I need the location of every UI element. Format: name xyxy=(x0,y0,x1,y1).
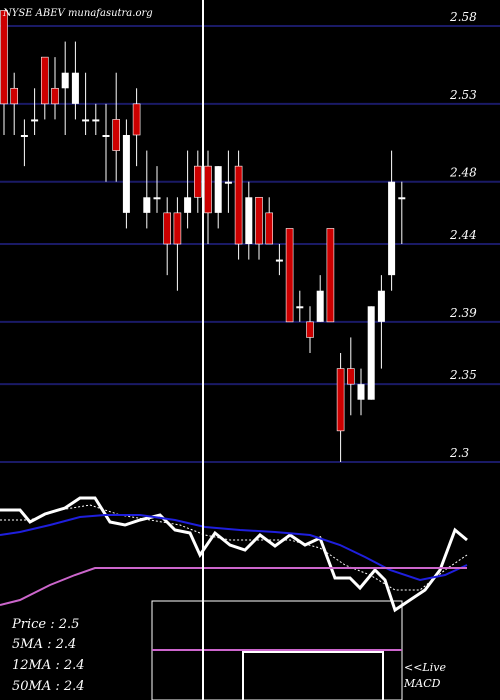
candle-body-32 xyxy=(326,228,335,323)
candle-body-35 xyxy=(357,384,365,400)
candlestick-series xyxy=(0,10,406,462)
candle-body-19 xyxy=(194,165,202,198)
candle-body-2 xyxy=(20,135,28,137)
candle-body-17 xyxy=(173,212,182,245)
candle-body-8 xyxy=(82,119,90,122)
candle-body-21 xyxy=(214,166,222,213)
candle-body-15 xyxy=(153,197,161,200)
candle-body-37 xyxy=(377,290,385,322)
chart-header: NYSE ABEV munafasutra.org xyxy=(2,8,153,19)
candle-body-39 xyxy=(398,197,406,200)
y-tick-label-4: 2.39 xyxy=(449,306,477,320)
candle-body-22 xyxy=(224,181,232,184)
candle-body-28 xyxy=(285,228,294,323)
price-line xyxy=(0,496,468,613)
candle-body-16 xyxy=(163,212,171,245)
candle-body-38 xyxy=(388,181,396,276)
50ma-line xyxy=(0,567,467,606)
ma-indicator-panel xyxy=(0,496,468,700)
candle-body-20 xyxy=(204,165,212,214)
price-stat: Price : 2.5 xyxy=(11,617,79,632)
candle-body-18 xyxy=(184,197,192,213)
12ma-line xyxy=(0,514,468,582)
live-label: <<Live xyxy=(404,661,446,674)
macd-label: MACD xyxy=(403,677,441,690)
candle-body-13 xyxy=(132,103,141,136)
candle-body-29 xyxy=(296,306,304,309)
candle-body-10 xyxy=(102,135,110,137)
y-tick-label-0: 2.58 xyxy=(449,10,477,24)
candle-body-12 xyxy=(122,135,130,213)
y-tick-label-2: 2.48 xyxy=(449,166,477,180)
price-grid xyxy=(0,25,500,463)
candle-body-5 xyxy=(51,87,59,105)
y-tick-label-1: 2.53 xyxy=(449,88,477,102)
y-tick-label-3: 2.44 xyxy=(449,228,477,242)
candle-body-7 xyxy=(71,72,79,104)
5ma-stat: 5MA : 2.4 xyxy=(12,637,76,652)
macd-histogram-outline xyxy=(242,651,384,700)
candle-body-0 xyxy=(0,10,8,105)
candle-body-3 xyxy=(31,119,39,122)
candle-body-11 xyxy=(112,119,120,151)
candle-body-23 xyxy=(234,165,243,245)
candle-body-34 xyxy=(346,368,355,385)
candle-body-26 xyxy=(265,212,274,245)
y-tick-label-6: 2.3 xyxy=(449,446,469,460)
candle-body-25 xyxy=(255,196,263,245)
50ma-stat: 50MA : 2.4 xyxy=(12,679,85,694)
candle-body-36 xyxy=(367,306,375,400)
candle-body-27 xyxy=(275,259,283,262)
candle-body-4 xyxy=(40,56,49,105)
y-tick-label-5: 2.35 xyxy=(449,368,477,382)
12ma-stat: 12MA : 2.4 xyxy=(12,658,85,673)
candle-body-24 xyxy=(245,197,253,244)
candle-body-30 xyxy=(306,321,314,338)
candle-body-1 xyxy=(10,87,18,105)
candle-body-33 xyxy=(336,368,345,432)
candle-body-31 xyxy=(316,290,324,322)
candle-body-6 xyxy=(61,72,69,89)
y-axis-tick-labels: 2.58 2.53 2.48 2.44 2.39 2.35 2.3 xyxy=(449,10,477,460)
candle-body-14 xyxy=(143,197,151,213)
candle-body-9 xyxy=(92,119,100,122)
